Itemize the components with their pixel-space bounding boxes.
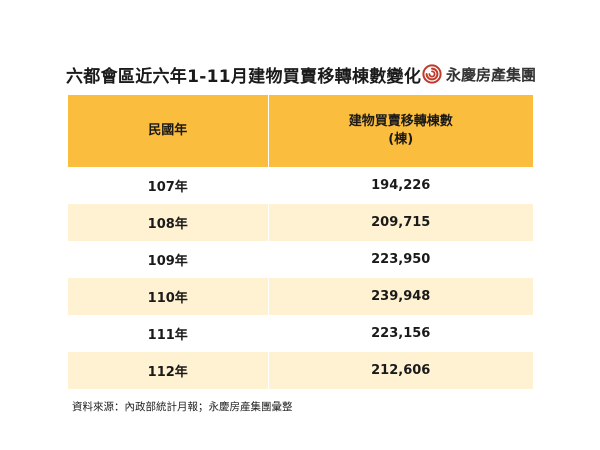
header-transfer-count-unit: (棟)	[388, 132, 414, 147]
table-row: 110年 239,948	[68, 278, 533, 315]
cell-year: 112年	[68, 352, 269, 389]
header-transfer-count-label: 建物買賣移轉棟數	[348, 114, 453, 130]
header-year: 民國年	[68, 95, 269, 167]
table-row: 108年 209,715	[68, 204, 533, 241]
cell-transfer-count: 194,226	[268, 167, 533, 204]
yungching-spiral-logo-icon	[422, 64, 442, 84]
header-transfer-count: 建物買賣移轉棟數 (棟)	[268, 95, 533, 167]
cell-year: 107年	[68, 167, 269, 204]
table-row: 107年 194,226	[68, 167, 533, 204]
cell-transfer-count: 212,606	[268, 352, 533, 389]
brand: 永慶房產集團	[422, 64, 536, 85]
table-body: 107年 194,226 108年 209,715 109年 223,950 110年 239…	[68, 167, 533, 389]
chart-title: 六都會區近六年1-11月建物買賣移轉棟數變化	[66, 66, 422, 87]
table-row: 111年 223,156	[68, 315, 533, 352]
cell-year: 109年	[68, 241, 269, 278]
cell-transfer-count: 239,948	[268, 278, 533, 315]
table-header-row: 民國年 建物買賣移轉棟數 (棟)	[68, 95, 533, 167]
cell-year: 108年	[68, 204, 269, 241]
cell-transfer-count: 223,950	[268, 241, 533, 278]
table-row: 112年 212,606	[68, 352, 533, 389]
cell-transfer-count: 223,156	[268, 315, 533, 352]
cell-year: 110年	[68, 278, 269, 315]
cell-year: 111年	[68, 315, 269, 352]
table-row: 109年 223,950	[68, 241, 533, 278]
source-note: 資料來源：內政部統計月報；永慶房產集團彙整	[72, 401, 293, 413]
brand-name: 永慶房產集團	[445, 65, 536, 84]
data-table-container: 民國年 建物買賣移轉棟數 (棟) 107年 194,226 108年 209,715 1…	[68, 95, 533, 389]
title-row: 六都會區近六年1-11月建物買賣移轉棟數變化 永慶房產集團	[66, 60, 536, 88]
data-table: 民國年 建物買賣移轉棟數 (棟) 107年 194,226 108年 209,715 1…	[68, 95, 533, 389]
cell-transfer-count: 209,715	[268, 204, 533, 241]
